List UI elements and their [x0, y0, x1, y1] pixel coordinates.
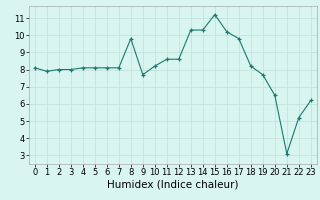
- X-axis label: Humidex (Indice chaleur): Humidex (Indice chaleur): [107, 180, 238, 190]
